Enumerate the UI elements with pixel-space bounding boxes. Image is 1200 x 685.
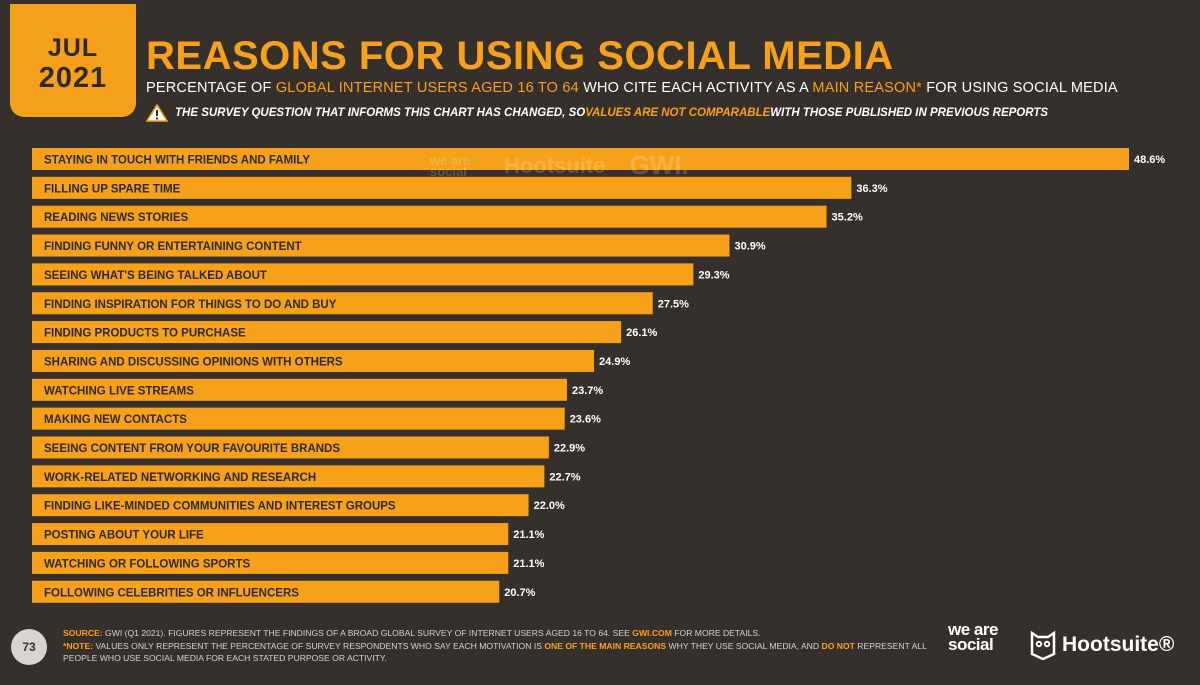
subtitle: PERCENTAGE OF GLOBAL INTERNET USERS AGED… <box>146 80 1118 96</box>
page-number: 73 <box>11 629 47 665</box>
bar-label-9: WATCHING LIVE STREAMS <box>44 385 194 397</box>
value-label-2: 36.3% <box>856 183 887 195</box>
watermark-we-are-social: we are social <box>430 152 471 179</box>
date-tab: JUL 2021 <box>10 4 136 117</box>
value-label-1: 48.6% <box>1134 154 1165 166</box>
bar-label-8: SHARING AND DISCUSSING OPINIONS WITH OTH… <box>44 356 343 368</box>
watermark-hootsuite: Hootsuite <box>504 152 606 178</box>
bar-3 <box>32 205 827 228</box>
subtitle-text: FOR USING SOCIAL MEDIA <box>921 80 1118 96</box>
bar-label-2: FILLING UP SPARE TIME <box>44 183 181 195</box>
value-label-16: 20.7% <box>504 587 535 599</box>
bar-label-4: FINDING FUNNY OR ENTERTAINING CONTENT <box>44 241 302 253</box>
bar-10 <box>32 407 565 430</box>
we-are-social-logo: we are social <box>948 620 1012 654</box>
bar-6 <box>32 292 653 315</box>
note-highlight: ONE OF THE MAIN REASONS <box>544 640 667 651</box>
bar-label-13: FINDING LIKE-MINDED COMMUNITIES AND INTE… <box>44 501 396 513</box>
note-text: REPRESENT ALL PEOPLE WHO USE SOCIAL MEDI… <box>63 640 927 664</box>
warning-text: THE SURVEY QUESTION THAT INFORMS THIS CH… <box>175 107 586 119</box>
value-label-8: 24.9% <box>599 356 630 368</box>
subtitle-text: PERCENTAGE OF <box>146 80 276 96</box>
bar-label-1: STAYING IN TOUCH WITH FRIENDS AND FAMILY <box>44 155 310 167</box>
value-label-3: 35.2% <box>832 212 863 224</box>
bar-7 <box>32 321 622 344</box>
warning-note: THE SURVEY QUESTION THAT INFORMS THIS CH… <box>146 104 1048 122</box>
note-text: VALUES ONLY REPRESENT THE PERCENTAGE OF … <box>93 640 545 651</box>
warning-highlight: VALUES ARE NOT COMPARABLE <box>585 107 771 119</box>
date-year: 2021 <box>38 62 108 94</box>
source-label: SOURCE: <box>63 628 103 638</box>
subtitle-highlight: MAIN REASON* <box>812 80 922 96</box>
bar-14 <box>32 523 509 546</box>
bar-13 <box>32 494 529 517</box>
date-month: JUL <box>47 34 99 62</box>
page-title: REASONS FOR USING SOCIAL MEDIA <box>146 34 894 78</box>
bar-15 <box>32 551 509 574</box>
bar-label-3: READING NEWS STORIES <box>44 212 189 224</box>
value-label-4: 30.9% <box>734 241 765 253</box>
note-highlight: DO NOT <box>821 640 855 651</box>
value-label-14: 21.1% <box>513 529 544 541</box>
warning-icon <box>146 104 168 122</box>
bar-label-15: WATCHING OR FOLLOWING SPORTS <box>44 558 250 570</box>
value-label-6: 27.5% <box>658 298 689 310</box>
bar-8 <box>32 349 595 372</box>
value-label-13: 22.0% <box>534 500 565 512</box>
owl-icon <box>1030 630 1056 660</box>
subtitle-highlight: GLOBAL INTERNET USERS AGED 16 TO 64 <box>275 80 579 96</box>
bar-label-7: FINDING PRODUCTS TO PURCHASE <box>44 328 246 340</box>
source-note: SOURCE: GWI (Q1 2021). FIGURES REPRESENT… <box>63 627 933 665</box>
value-label-9: 23.7% <box>572 385 603 397</box>
bar-label-16: FOLLOWING CELEBRITIES OR INFLUENCERS <box>44 587 299 599</box>
hootsuite-logo-text: Hootsuite® <box>1062 633 1175 656</box>
value-label-12: 22.7% <box>549 471 580 483</box>
bar-5 <box>32 263 694 286</box>
warning-text: WITH THOSE PUBLISHED IN PREVIOUS REPORTS <box>770 107 1049 119</box>
bar-label-5: SEEING WHAT'S BEING TALKED ABOUT <box>44 270 267 282</box>
source-link[interactable]: GWI.COM <box>632 628 672 638</box>
source-text-end: FOR MORE DETAILS. <box>671 628 761 638</box>
source-text: GWI (Q1 2021). FIGURES REPRESENT THE FIN… <box>102 628 633 638</box>
value-label-7: 26.1% <box>626 327 657 339</box>
bar-label-11: SEEING CONTENT FROM YOUR FAVOURITE BRAND… <box>44 443 340 455</box>
we-are-social-logo-text: we are social <box>948 620 998 654</box>
value-label-11: 22.9% <box>554 443 585 455</box>
bar-label-12: WORK-RELATED NETWORKING AND RESEARCH <box>44 472 316 484</box>
note-text: WHY THEY USE SOCIAL MEDIA, AND <box>666 640 822 651</box>
subtitle-text: WHO CITE EACH ACTIVITY AS A <box>578 80 813 96</box>
value-label-10: 23.6% <box>570 414 601 426</box>
bar-label-6: FINDING INSPIRATION FOR THINGS TO DO AND… <box>44 299 337 311</box>
watermark: we are social Hootsuite GWI. <box>430 150 689 181</box>
value-label-5: 29.3% <box>698 269 729 281</box>
note-label: *NOTE: <box>63 640 94 651</box>
bar-4 <box>32 234 730 257</box>
bar-11 <box>32 436 549 459</box>
value-label-15: 21.1% <box>513 558 544 570</box>
bar-16 <box>32 580 500 603</box>
bar-label-14: POSTING ABOUT YOUR LIFE <box>44 530 204 542</box>
hootsuite-logo: Hootsuite® <box>1030 630 1174 660</box>
bar-9 <box>32 378 567 401</box>
bar-12 <box>32 465 545 488</box>
bar-label-10: MAKING NEW CONTACTS <box>44 414 187 426</box>
watermark-gwi: GWI. <box>629 150 689 180</box>
